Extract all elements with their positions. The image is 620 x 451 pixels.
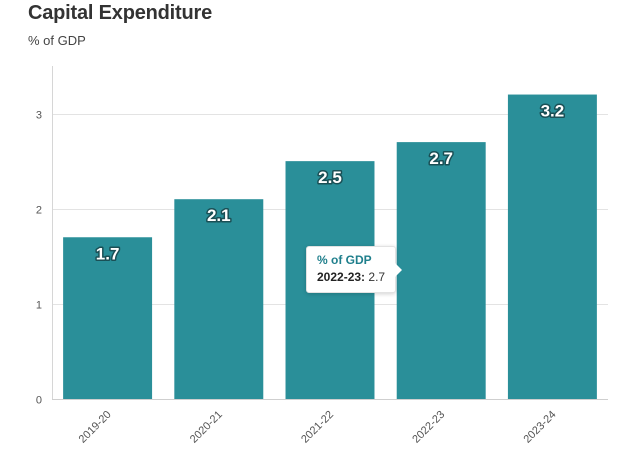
x-tick-label: 2020-21 — [188, 409, 225, 446]
x-tick-label: 2021-22 — [299, 409, 336, 446]
hover-tooltip: % of GDP 2022-23: 2.7 — [306, 246, 403, 293]
bar — [63, 237, 153, 399]
x-tick-label: 2022-23 — [410, 409, 447, 446]
y-tick-label: 0 — [36, 395, 42, 407]
bar-data-label: 3.2 — [541, 102, 565, 121]
bar — [174, 199, 264, 399]
tooltip-series-name: % of GDP — [317, 253, 372, 267]
tooltip-value: 2.7 — [368, 270, 386, 284]
chart-title: Capital Expenditure — [28, 2, 213, 24]
bar-data-label: 2.1 — [207, 206, 231, 225]
y-tick-label: 2 — [36, 205, 42, 217]
bar — [396, 142, 486, 399]
chart-subtitle: % of GDP — [28, 33, 86, 48]
tooltip-category: 2022-23: — [317, 270, 366, 284]
x-tick-label: 2019-20 — [77, 409, 114, 446]
bar-data-label: 2.7 — [429, 149, 453, 168]
x-tick-label: 2023-24 — [521, 409, 558, 446]
bar-data-label: 2.5 — [318, 168, 342, 187]
bar — [507, 94, 597, 400]
y-tick-label: 1 — [36, 300, 42, 312]
y-tick-label: 3 — [36, 110, 42, 122]
bar-data-label: 1.7 — [96, 244, 120, 263]
